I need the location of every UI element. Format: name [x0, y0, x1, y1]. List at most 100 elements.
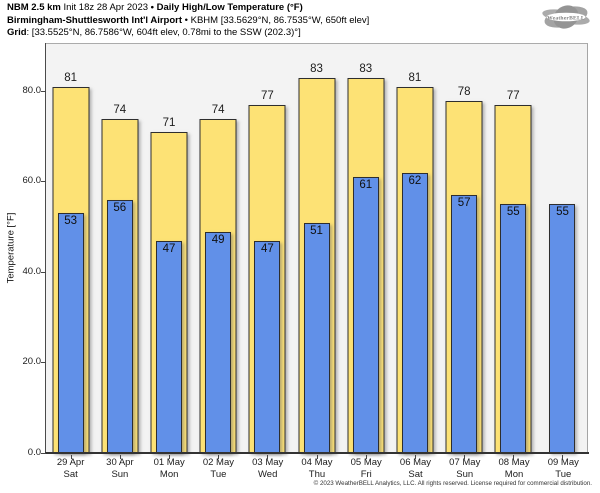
high-value-label: 74	[113, 103, 127, 116]
x-day-label: Thu	[308, 468, 326, 480]
x-tick	[464, 455, 466, 459]
high-value-label: 81	[64, 71, 77, 84]
x-day-label: Sun	[456, 468, 474, 480]
y-tick-label: 20.0	[22, 356, 42, 368]
y-axis-title: Temperature [°F]	[5, 212, 17, 284]
day-group: 81 62	[390, 44, 439, 459]
x-tick	[316, 455, 318, 459]
y-tick-label: 80.0	[22, 84, 42, 96]
x-day-label: Sat	[63, 468, 78, 480]
high-value-label: 77	[506, 90, 520, 103]
day-group: 77 47	[243, 44, 292, 459]
low-bar: 47	[254, 240, 281, 453]
low-bar: 57	[451, 195, 478, 453]
x-tick-label: 29 Apr Sat	[46, 457, 95, 480]
high-value-label: 74	[211, 103, 225, 116]
y-tick	[41, 181, 46, 183]
x-axis-labels: 29 Apr Sat 30 Apr Sun 01 May Mon 02 May Tue 03 M…	[46, 457, 588, 480]
product-title: • Daily High/Low Temperature (°F)	[150, 2, 303, 13]
x-tick-label: 06 May Sat	[391, 457, 440, 480]
init-time: Init 18z 28 Apr 2023	[63, 2, 149, 13]
x-tick	[414, 455, 416, 459]
weatherbell-logo: WeatherBELL	[542, 5, 590, 29]
low-bar: 51	[303, 222, 330, 453]
day-group: 77 55	[489, 44, 538, 459]
low-value-label: 61	[359, 179, 373, 192]
x-day-label: Tue	[555, 468, 572, 480]
x-date-label: 03 May	[252, 457, 284, 468]
high-value-label: 77	[260, 90, 274, 103]
x-tick-label: 01 May Mon	[145, 457, 194, 480]
x-tick	[70, 455, 72, 459]
x-date-label: 08 May	[498, 457, 530, 468]
x-date-label: 09 May	[547, 457, 579, 468]
low-bar: 55	[549, 204, 576, 453]
x-tick	[513, 455, 515, 459]
low-value-label: 57	[457, 197, 471, 210]
x-day-label: Mon	[159, 468, 179, 480]
day-group: 74 56	[95, 44, 144, 459]
x-date-label: 01 May	[153, 457, 185, 468]
bar-series-container: 81 53 74 56 71 47 74 49 77 47 83 51 83 61 81 62 78 57 77 55…	[46, 44, 587, 459]
low-bar: 55	[500, 204, 527, 453]
x-date-label: 06 May	[399, 457, 432, 468]
logo-text: WeatherBELL	[547, 15, 585, 21]
low-value-label: 49	[211, 233, 225, 246]
x-day-label: Tue	[210, 468, 227, 480]
x-day-label: Fri	[360, 468, 372, 480]
x-tick-label: 30 Apr Sun	[95, 457, 144, 480]
x-date-label: 30 Apr	[106, 457, 134, 468]
low-value-label: 53	[64, 215, 77, 228]
low-value-label: 47	[260, 242, 274, 255]
y-tick-label: 40.0	[22, 265, 42, 277]
low-bar: 56	[106, 199, 133, 453]
x-tick	[562, 455, 564, 459]
x-tick	[218, 455, 220, 459]
low-value-label: 55	[506, 206, 520, 219]
swirl-icon	[542, 5, 590, 29]
low-bar: 49	[205, 231, 232, 453]
day-group: 71 47	[144, 44, 193, 459]
y-tick-label: 0.0	[27, 447, 41, 458]
y-axis: 0.0 20.0 40.0 60.0 80.0	[0, 43, 42, 458]
x-day-label: Mon	[504, 468, 524, 480]
low-value-label: 55	[556, 206, 569, 219]
x-tick-label: 03 May Wed	[243, 457, 292, 480]
x-date-label: 05 May	[350, 457, 382, 468]
header-line2: Birmingham-Shuttlesworth Int'l Airport •…	[7, 15, 369, 28]
x-date-label: 07 May	[449, 457, 481, 468]
x-date-label: 29 Apr	[56, 457, 85, 468]
x-tick	[365, 455, 367, 459]
low-bar: 61	[352, 177, 379, 453]
y-axis-spine	[45, 43, 46, 454]
high-value-label: 71	[162, 117, 176, 130]
chart-header: NBM 2.5 km Init 18z 28 Apr 2023 • Daily …	[7, 2, 369, 40]
x-tick-label: 08 May Mon	[489, 457, 538, 480]
x-day-label: Sat	[408, 468, 423, 480]
high-value-label: 78	[457, 85, 471, 98]
day-group: 74 49	[194, 44, 243, 459]
x-tick-label: 02 May Tue	[194, 457, 243, 480]
y-tick	[41, 271, 46, 273]
x-tick	[119, 455, 121, 459]
header-line3: Grid: [33.5525°N, 86.7586°W, 604ft elev,…	[7, 27, 369, 40]
y-tick-label: 60.0	[22, 175, 42, 187]
low-value-label: 62	[408, 174, 422, 187]
low-bar: 62	[401, 172, 428, 453]
x-date-label: 02 May	[202, 457, 234, 468]
high-value-label: 83	[359, 62, 373, 75]
low-bar: 53	[57, 213, 84, 453]
day-group: 81 53	[46, 44, 95, 459]
x-day-label: Sun	[111, 468, 129, 480]
x-tick-label: 09 May Tue	[539, 457, 588, 480]
grid-label: Grid	[7, 27, 27, 38]
day-group: 83 51	[292, 44, 341, 459]
station-name: Birmingham-Shuttlesworth Int'l Airport	[7, 14, 183, 26]
grid-info: : [33.5525°N, 86.7586°W, 604ft elev, 0.7…	[26, 27, 301, 38]
day-group: 78 57	[440, 44, 489, 459]
high-value-label: 81	[408, 71, 422, 84]
high-value-label: 83	[310, 62, 323, 75]
x-tick-label: 04 May Thu	[292, 457, 341, 480]
low-bar: 47	[155, 240, 182, 453]
x-tick-label: 05 May Fri	[342, 457, 391, 480]
